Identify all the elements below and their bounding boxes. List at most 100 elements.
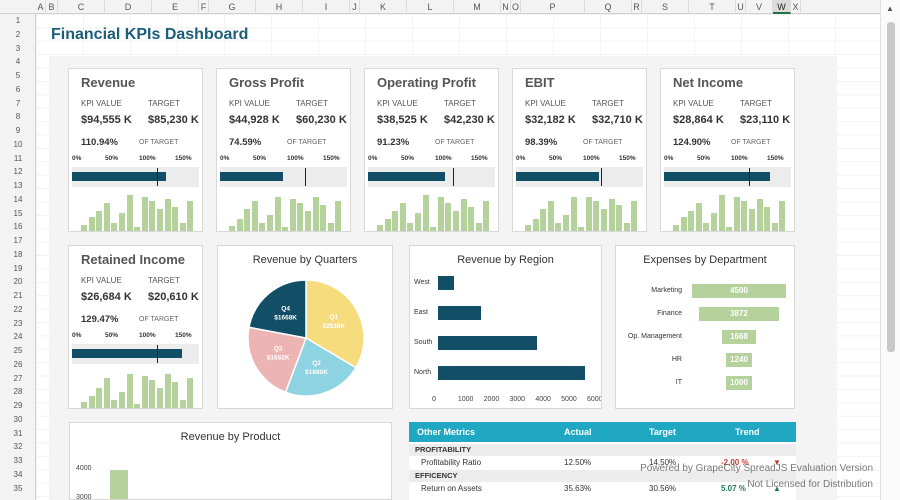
column-header-l[interactable]: L (407, 0, 454, 14)
worksheet[interactable]: Financial KPIs Dashboard Revenue KPI VALU… (36, 14, 880, 500)
column-header-c[interactable]: C (58, 0, 105, 14)
kpi-progress-track (72, 344, 199, 364)
expenses-by-department-chart[interactable]: Expenses by Department Marketing 4500 Fina… (615, 245, 795, 409)
row-header-28[interactable]: 28 (13, 387, 23, 397)
expense-bar-hr[interactable]: 1240 (726, 353, 752, 367)
column-header-n[interactable]: N (501, 0, 511, 14)
pie-slice-q4[interactable] (248, 279, 307, 339)
row-header-29[interactable]: 29 (13, 401, 23, 410)
kpi-card-net-income[interactable]: Net Income KPI VALUE TARGET $28,864 K $23,11… (660, 68, 795, 232)
column-header-t[interactable]: T (689, 0, 736, 14)
row-header-20[interactable]: 20 (13, 277, 23, 287)
row-header-14[interactable]: 14 (13, 194, 23, 204)
pie-slice-q3[interactable] (247, 326, 308, 394)
scroll-up-icon[interactable]: ▲ (886, 4, 894, 13)
pie-slice-q2[interactable] (284, 336, 357, 397)
kpi-card-operating-profit[interactable]: Operating Profit KPI VALUE TARGET $38,525 K… (364, 68, 499, 232)
row-header-6[interactable]: 6 (15, 84, 21, 94)
column-header-j[interactable]: J (350, 0, 360, 14)
column-header-g[interactable]: G (209, 0, 256, 14)
sparkline-bar (88, 217, 95, 231)
revenue-by-product-chart[interactable]: Revenue by Product 4000 3000 (69, 422, 392, 500)
row-header-1[interactable]: 1 (15, 16, 21, 25)
watermark-line-2: Not Licensed for Distribution (747, 479, 873, 490)
metric-name: Profitability Ratio (421, 458, 482, 467)
kpi-card-ebit[interactable]: EBIT KPI VALUE TARGET $32,182 K $32,710 K 98.… (512, 68, 647, 232)
row-header-30[interactable]: 30 (13, 414, 23, 424)
expense-bar-it[interactable]: 1000 (726, 376, 752, 390)
row-header-31[interactable]: 31 (13, 428, 23, 438)
kpi-target-label: TARGET (444, 99, 476, 108)
row-header-34[interactable]: 34 (13, 469, 23, 479)
sparkline-bar (756, 199, 763, 231)
kpi-card-gross-profit[interactable]: Gross Profit KPI VALUE TARGET $44,928 K $60,… (216, 68, 351, 232)
row-header-3[interactable]: 3 (15, 43, 21, 53)
row-header-32[interactable]: 32 (13, 442, 23, 452)
region-bar-north[interactable] (438, 366, 586, 380)
kpi-card-retained-income[interactable]: Retained Income KPI VALUE TARGET $26,684 K $… (68, 245, 203, 409)
column-header-k[interactable]: K (360, 0, 407, 14)
row-header-24[interactable]: 24 (13, 332, 23, 342)
column-header-w[interactable]: W (773, 0, 791, 14)
column-header-b[interactable]: B (46, 0, 58, 14)
row-header-16[interactable]: 16 (13, 222, 23, 232)
column-header-o[interactable]: O (511, 0, 521, 14)
column-header-u[interactable]: U (736, 0, 746, 14)
column-header-p[interactable]: P (521, 0, 585, 14)
column-header-a[interactable]: A (36, 0, 46, 14)
sparkline-bar (274, 197, 281, 231)
row-header-18[interactable]: 18 (13, 249, 23, 259)
column-header-q[interactable]: Q (585, 0, 632, 14)
expense-bar-marketing[interactable]: 4500 (692, 284, 786, 298)
row-header-7[interactable]: 7 (15, 98, 21, 108)
region-bar-east[interactable] (438, 306, 481, 320)
pie-slice-label: Q1 (329, 314, 338, 321)
column-header-e[interactable]: E (152, 0, 199, 14)
row-header-21[interactable]: 21 (13, 291, 23, 300)
row-header-23[interactable]: 23 (13, 318, 23, 328)
row-header-8[interactable]: 8 (15, 112, 21, 122)
column-header-d[interactable]: D (105, 0, 152, 14)
column-header-s[interactable]: S (642, 0, 689, 14)
region-bar-south[interactable] (438, 336, 538, 350)
product-bar[interactable] (110, 470, 128, 499)
row-header-27[interactable]: 27 (13, 373, 23, 383)
row-header-19[interactable]: 19 (13, 263, 23, 273)
row-header-13[interactable]: 13 (13, 181, 23, 190)
column-header-r[interactable]: R (632, 0, 642, 14)
vertical-scrollbar[interactable]: ▲ (880, 0, 900, 500)
expense-bar-op-management[interactable]: 1668 (721, 330, 757, 344)
row-header-5[interactable]: 5 (15, 71, 21, 80)
region-label: South (414, 339, 433, 346)
expense-bar-finance[interactable]: 3872 (698, 307, 780, 321)
revenue-by-quarters-chart[interactable]: Revenue by Quarters Q1 $2538K Q2 $1680K Q3 $1… (217, 245, 393, 409)
sparkline-bar (111, 400, 118, 408)
row-header-15[interactable]: 15 (13, 208, 23, 218)
column-header-x[interactable]: X (791, 0, 801, 14)
column-header-v[interactable]: V (746, 0, 773, 14)
pie-slice-q1[interactable] (305, 279, 365, 369)
kpi-card-revenue[interactable]: Revenue KPI VALUE TARGET $94,555 K $85,230 K… (68, 68, 203, 232)
revenue-by-region-chart[interactable]: Revenue by Region West East South North 0 100… (409, 245, 602, 409)
scroll-thumb[interactable] (887, 22, 895, 352)
row-header-17[interactable]: 17 (13, 236, 23, 245)
row-header-22[interactable]: 22 (13, 304, 23, 314)
row-header-12[interactable]: 12 (13, 167, 23, 177)
row-header-2[interactable]: 2 (15, 29, 21, 39)
column-header-f[interactable]: F (199, 0, 209, 14)
row-header-33[interactable]: 33 (13, 456, 23, 465)
region-bar-west[interactable] (438, 276, 454, 290)
column-header-i[interactable]: I (303, 0, 350, 14)
row-header-4[interactable]: 4 (15, 57, 21, 67)
row-header-26[interactable]: 26 (13, 359, 23, 369)
kpi-progress-track (368, 167, 495, 187)
row-header-10[interactable]: 10 (13, 139, 23, 149)
sparkline-bar (179, 223, 186, 231)
row-header-35[interactable]: 35 (13, 483, 23, 493)
expense-label: Finance (657, 310, 682, 317)
column-header-h[interactable]: H (256, 0, 303, 14)
column-header-m[interactable]: M (454, 0, 501, 14)
row-header-11[interactable]: 11 (13, 153, 23, 163)
row-header-9[interactable]: 9 (15, 126, 21, 135)
row-header-25[interactable]: 25 (13, 346, 23, 355)
